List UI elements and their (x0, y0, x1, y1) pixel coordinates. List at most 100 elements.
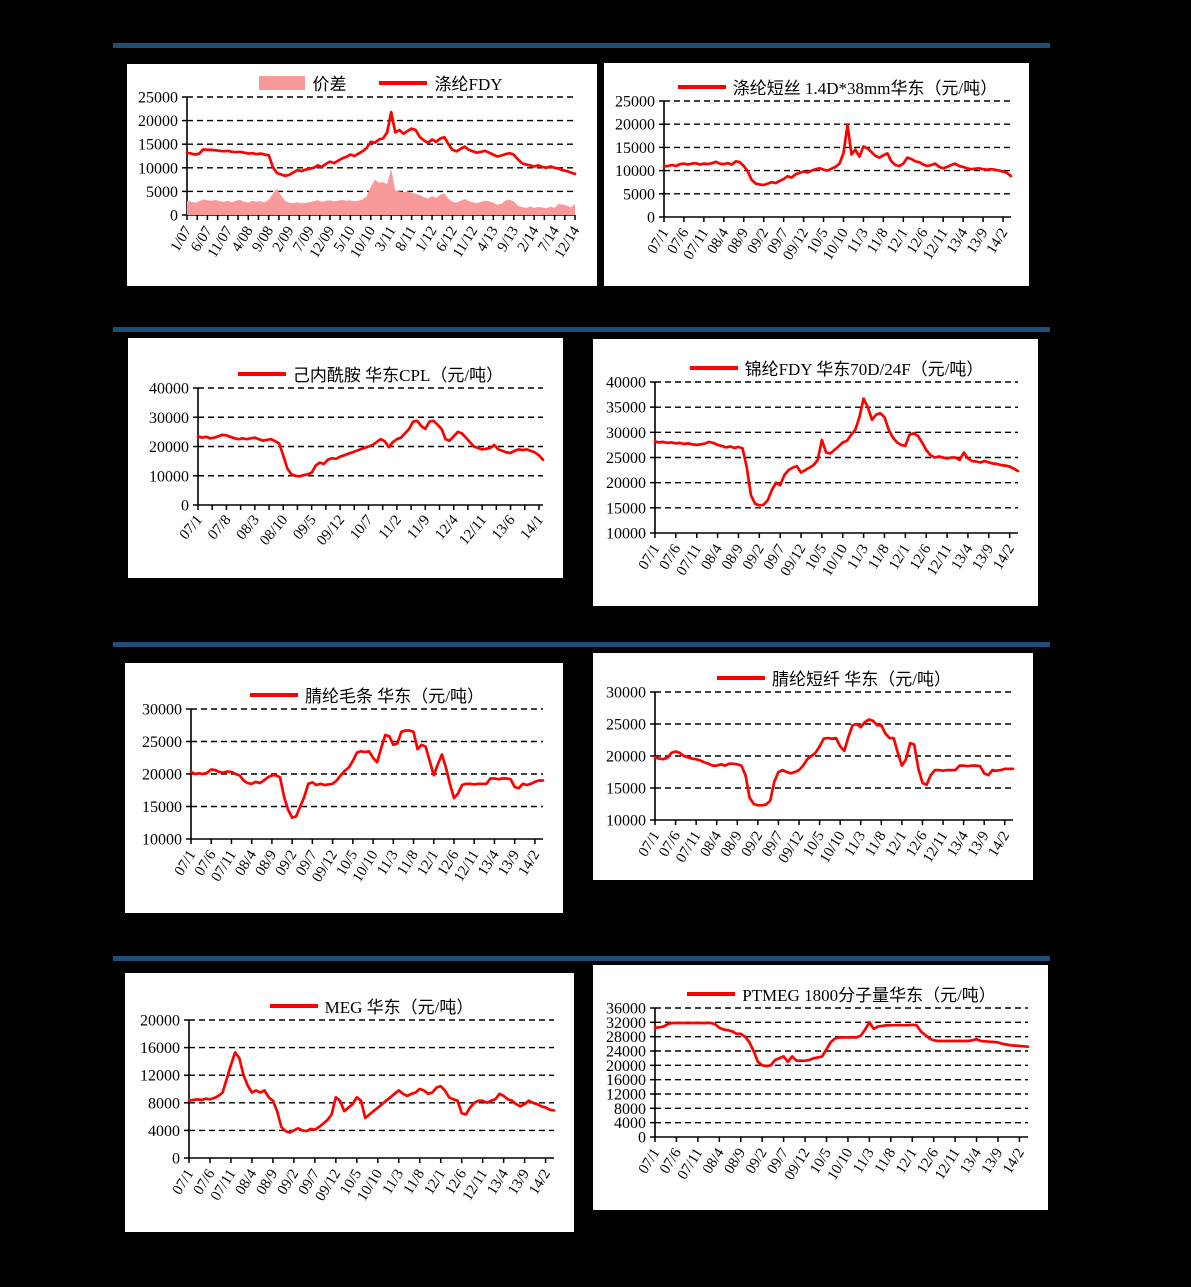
y-tick-label: 15000 (138, 137, 178, 154)
x-tick-label: 11/9 (404, 512, 433, 542)
chart-legend: 锦纶FDY 华东70D/24F（元/吨） (655, 355, 1018, 380)
legend-item: MEG 华东（元/吨） (269, 993, 473, 1018)
series-area-polyester-fdy-spread (187, 168, 575, 215)
y-tick-label: 40000 (606, 375, 646, 392)
y-tick-label: 28000 (606, 1029, 646, 1046)
x-tick-label: 08/10 (257, 512, 291, 548)
y-tick-label: 20000 (606, 749, 646, 766)
x-tick-label: 09/12 (314, 512, 348, 548)
legend-line-swatch-icon (717, 675, 765, 680)
series-line-caprolactam-cpl (196, 419, 545, 478)
y-tick-label: 20000 (606, 1058, 646, 1075)
section-divider-1 (113, 43, 1050, 48)
chart-panel-ptmeg-1800: PTMEG 1800分子量华东（元/吨） 36000 32000 28000 24000… (593, 965, 1048, 1210)
x-tick-label: 14/2 (1000, 1146, 1028, 1177)
y-tick-label: 10000 (138, 160, 178, 177)
y-tick-label: 0 (172, 1151, 180, 1168)
chart-plot: 300002500020000150001000007/107/607/1108… (142, 702, 545, 885)
series-line-polyester-staple (662, 123, 1013, 187)
x-tick-label: 08/4 (698, 541, 726, 573)
y-tick-label: 30000 (606, 685, 646, 702)
legend-item: 己内酰胺 华东CPL（元/吨） (237, 361, 503, 386)
x-tick-label: 11/8 (395, 848, 422, 879)
y-tick-label: 36000 (606, 1001, 646, 1018)
x-tick-label: 11/8 (401, 1167, 428, 1198)
legend-item: PTMEG 1800分子量华东（元/吨） (687, 981, 996, 1006)
legend-line-swatch-icon (687, 991, 736, 996)
y-tick-label: 8000 (148, 1095, 180, 1112)
x-tick-label: 11/3 (850, 1146, 877, 1177)
legend-item: 价差 (259, 70, 346, 95)
y-tick-label: 20000 (140, 1013, 180, 1030)
y-tick-label: 10000 (606, 813, 646, 830)
chart-legend: MEG 华东（元/吨） (189, 993, 554, 1018)
chart-panel-polyester-staple: 涤纶短丝 1.4D*38mm华东（元/吨） 25000 20000 15000 1000… (604, 63, 1029, 286)
y-tick-label: 15000 (606, 500, 646, 517)
y-tick-label: 15000 (142, 799, 182, 816)
x-tick-label: 12/1 (421, 1167, 449, 1198)
x-tick-label: 14/2 (984, 226, 1012, 257)
y-tick-label: 12000 (140, 1068, 180, 1085)
x-tick-label: 11/2 (376, 512, 405, 542)
y-tick-label: 30000 (142, 702, 182, 719)
legend-label: 价差 (312, 75, 347, 94)
legend-item: 锦纶FDY 华东70D/24F（元/吨） (689, 355, 983, 380)
legend-line-swatch-icon (250, 692, 298, 697)
section-divider-3 (113, 642, 1050, 647)
y-tick-label: 25000 (142, 734, 182, 751)
series-line-acrylic-tops (189, 729, 545, 819)
section-divider-4 (113, 956, 1050, 961)
y-tick-label: 30000 (149, 410, 189, 427)
x-tick-label: 4/13 (474, 224, 502, 255)
y-tick-label: 12000 (606, 1087, 646, 1104)
x-tick-label: 12/1 (883, 829, 911, 860)
x-tick-label: 09/2 (275, 1167, 303, 1198)
legend-item: 腈纶毛条 华东（元/吨） (250, 682, 484, 707)
x-tick-label: 09/2 (743, 1146, 771, 1177)
legend-line-swatch-icon (379, 80, 428, 85)
x-tick-label: 3/11 (372, 224, 399, 255)
x-tick-label: 9/13 (494, 224, 522, 255)
series-line-meg (187, 1051, 556, 1134)
legend-label: 涤纶FDY (434, 75, 503, 94)
chart-panel-polyester-fdy-spread: 价差 涤纶FDY 25000 20000 15000 10000 5000 0 1/07 6/07… (127, 64, 597, 286)
legend-label: 腈纶毛条 华东（元/吨） (305, 687, 484, 706)
chart-plot: 250002000015000100005000007/107/607/1108… (615, 94, 1013, 263)
y-tick-label: 16000 (606, 1072, 646, 1089)
series-line-acrylic-staple (653, 718, 1015, 807)
x-tick-label: 08/9 (719, 542, 747, 573)
legend-line-swatch-icon (677, 84, 726, 89)
x-tick-label: 12/11 (456, 512, 490, 548)
legend-line-swatch-icon (237, 371, 286, 376)
chart-plot: 300002500020000150001000007/107/607/1108… (606, 685, 1015, 866)
x-tick-label: 14/2 (985, 829, 1013, 860)
chart-plot: 3600032000280002400020000160001200080004… (606, 1001, 1030, 1183)
y-tick-label: 25000 (615, 94, 655, 111)
y-tick-label: 25000 (138, 90, 178, 107)
section-divider-2 (113, 327, 1050, 332)
x-tick-label: 07/1 (636, 829, 664, 860)
x-tick-label: 12/1 (886, 542, 914, 573)
x-tick-label: 13/9 (979, 1146, 1007, 1177)
chart-panel-acrylic-staple: 腈纶短纤 华东（元/吨） 30000 25000 20000 15000 10000 07/… (593, 653, 1033, 880)
x-tick-label: 08/9 (718, 829, 746, 860)
chart-panel-nylon-fdy: 锦纶FDY 华东70D/24F（元/吨） 40000 35000 30000 25000… (593, 339, 1038, 606)
legend-label: 腈纶短纤 华东（元/吨） (772, 670, 951, 689)
x-tick-label: 07/1 (177, 512, 206, 543)
x-tick-label: 13/9 (969, 542, 997, 573)
y-tick-label: 0 (170, 208, 178, 225)
x-tick-label: 1/12 (413, 224, 441, 255)
chart-panel-meg: MEG 华东（元/吨） 20000 16000 12000 8000 4000 0 07/1 0… (125, 973, 574, 1232)
chart-legend: 腈纶短纤 华东（元/吨） (655, 665, 1013, 690)
series-line-ptmeg-1800 (653, 1020, 1030, 1068)
chart-plot: 20000160001200080004000007/107/607/1108/… (140, 1013, 556, 1204)
x-tick-label: 11/3 (845, 542, 872, 573)
y-tick-label: 10000 (615, 163, 655, 180)
y-tick-label: 8000 (614, 1101, 646, 1118)
y-tick-label: 20000 (142, 767, 182, 784)
y-tick-label: 0 (647, 210, 655, 227)
chart-legend: 己内酰胺 华东CPL（元/吨） (198, 361, 543, 386)
x-tick-label: 13/9 (505, 1167, 533, 1198)
